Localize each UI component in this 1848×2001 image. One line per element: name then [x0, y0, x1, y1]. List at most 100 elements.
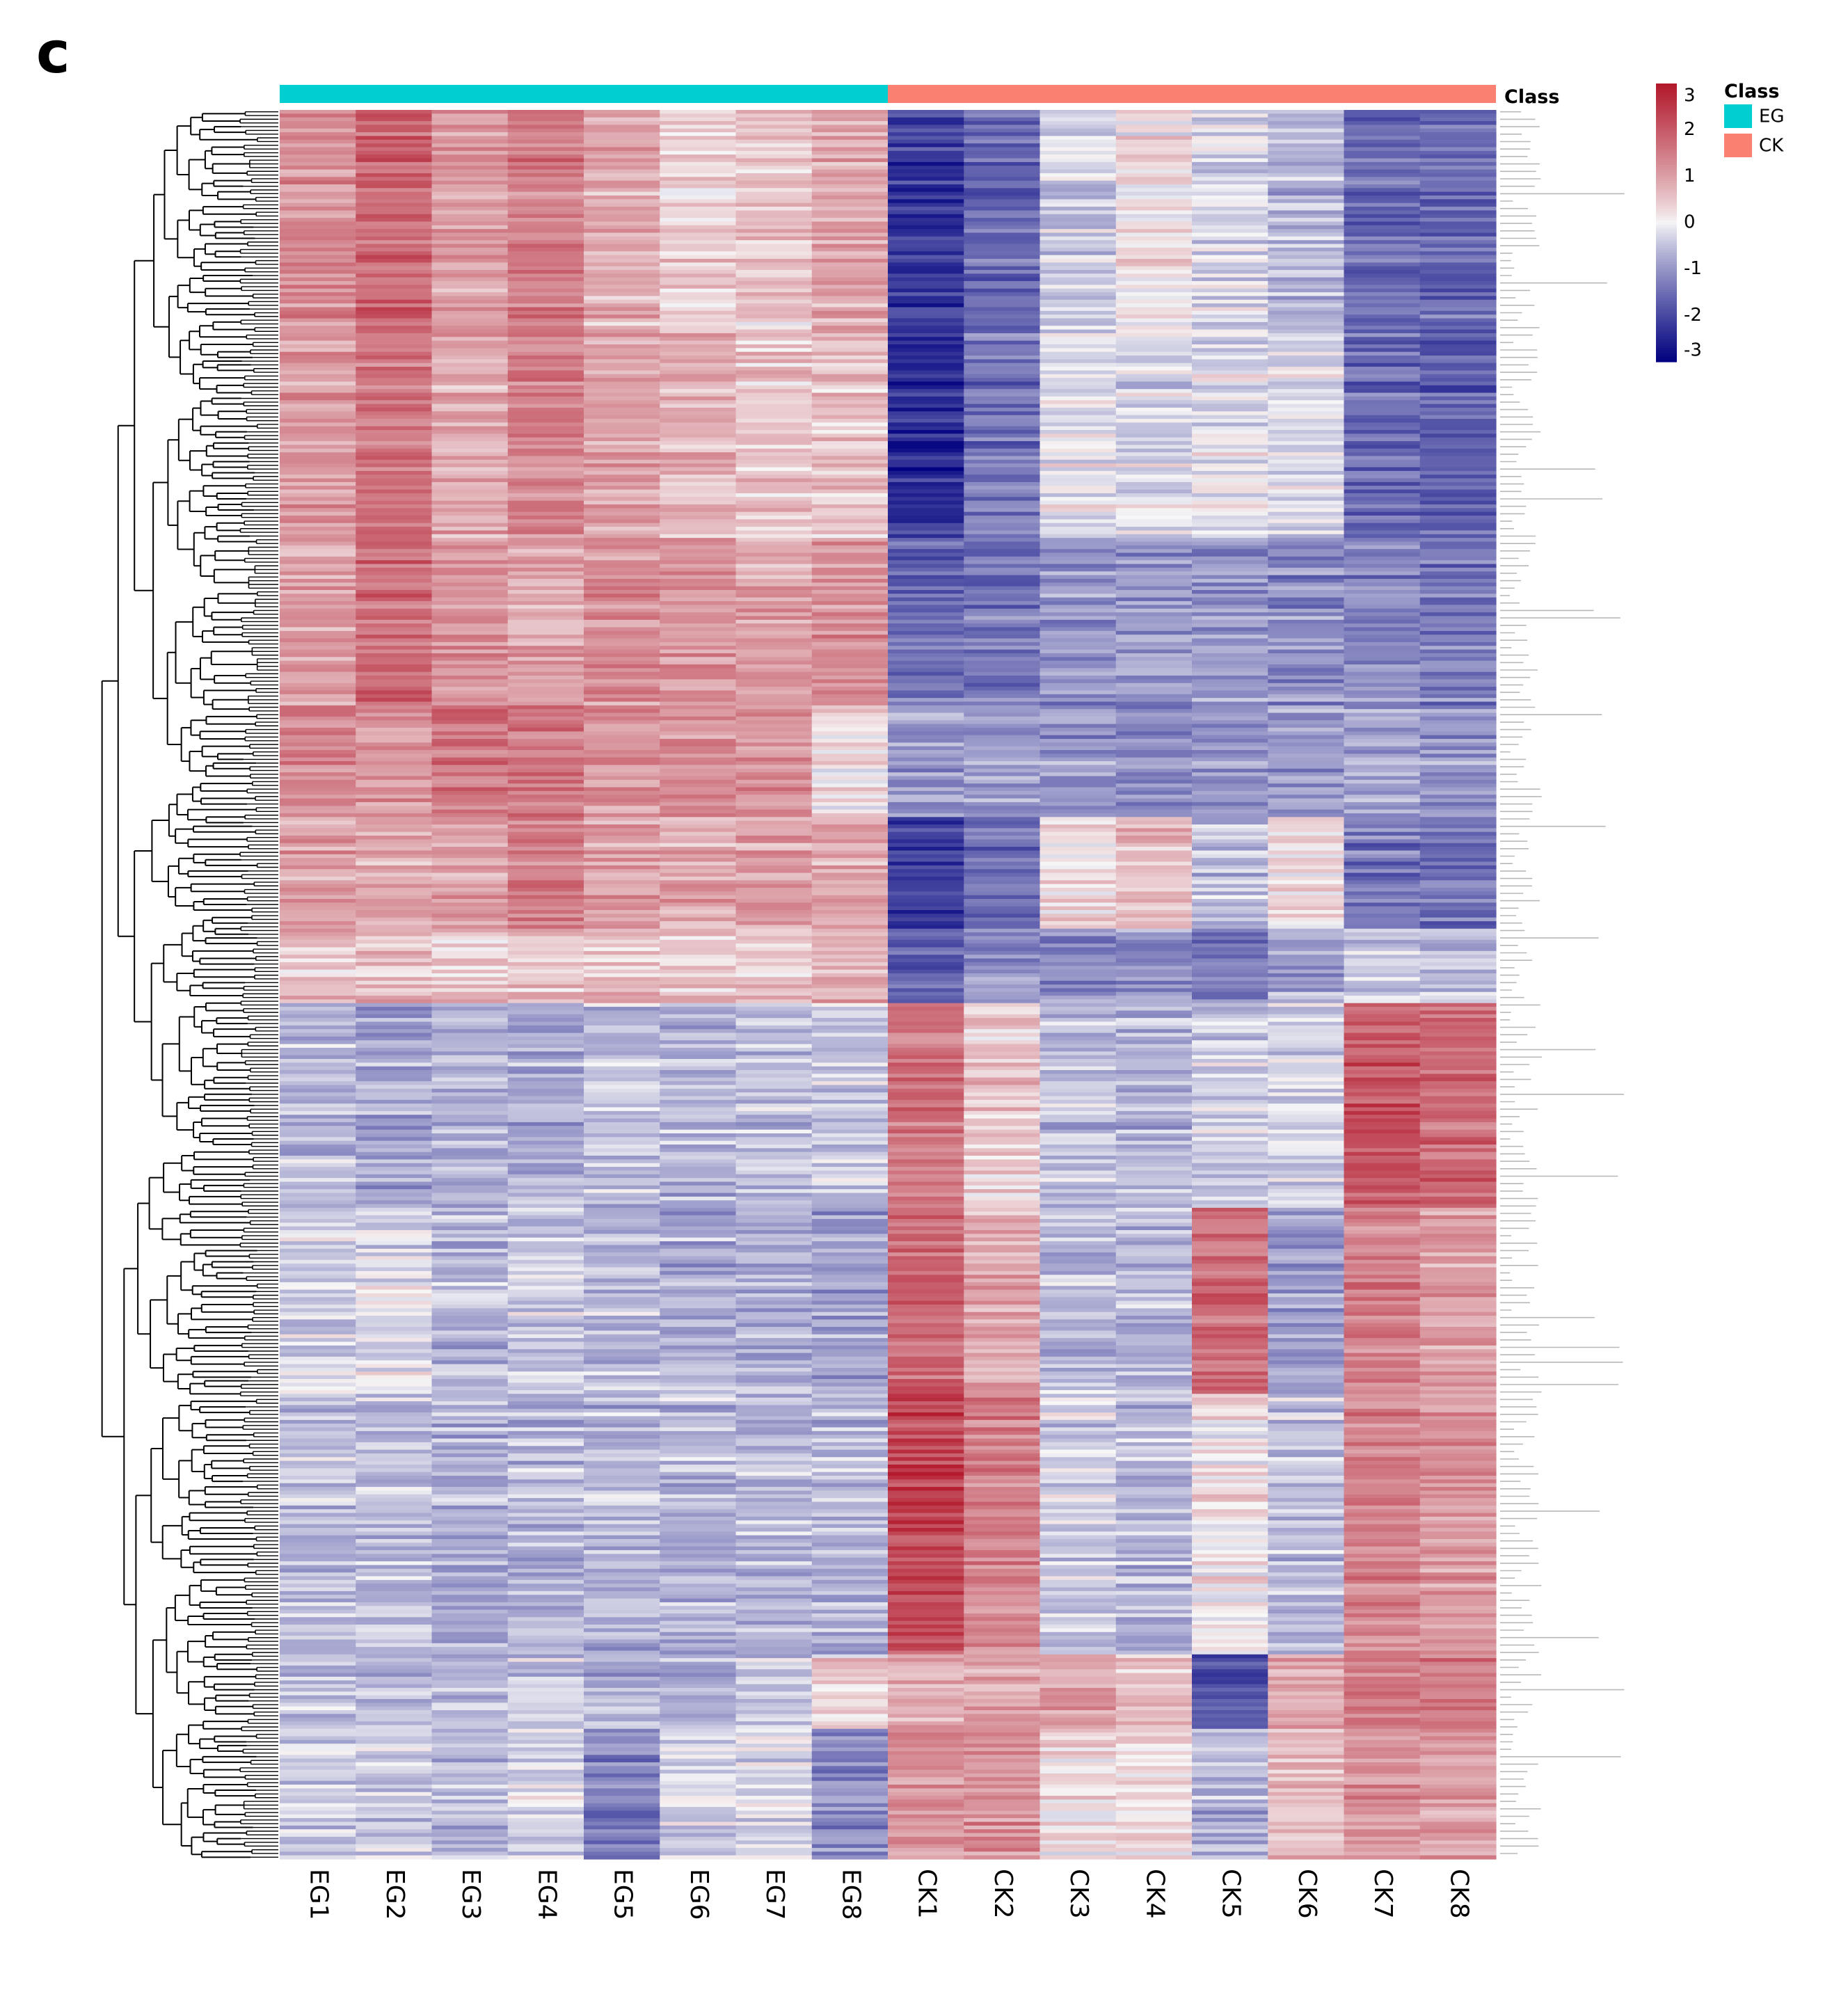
heatmap-cell — [660, 831, 737, 836]
heatmap-cell — [1419, 463, 1497, 468]
heatmap-cell — [735, 288, 813, 293]
heatmap-cell — [1419, 367, 1497, 372]
heatmap-cell — [964, 854, 1041, 859]
heatmap-cell — [431, 136, 509, 141]
heatmap-cell — [964, 202, 1041, 207]
heatmap-cell — [811, 790, 889, 795]
heatmap-cell — [811, 742, 889, 747]
heatmap-cell — [280, 437, 356, 442]
heatmap-cell — [735, 560, 813, 565]
heatmap-cell — [1115, 266, 1193, 271]
heatmap-cell — [280, 910, 356, 914]
heatmap-cell — [735, 556, 813, 561]
heatmap-cell — [1040, 400, 1117, 405]
heatmap-cell — [660, 527, 737, 532]
heatmap-cell — [431, 750, 509, 754]
heatmap-cell — [811, 180, 889, 185]
heatmap-cell — [964, 378, 1041, 383]
heatmap-cell — [507, 571, 584, 576]
heatmap-cell — [431, 229, 509, 234]
heatmap-cell — [735, 694, 813, 699]
heatmap-cell — [1344, 586, 1421, 591]
heatmap-cell — [1419, 281, 1497, 285]
heatmap-cell — [811, 523, 889, 527]
heatmap-cell — [1040, 538, 1117, 543]
heatmap-cell — [1040, 493, 1117, 497]
heatmap-cell — [735, 132, 813, 137]
heatmap-cell — [1192, 884, 1268, 888]
heatmap-cell — [280, 166, 356, 170]
heatmap-cell — [1419, 820, 1497, 825]
heatmap-cell — [356, 861, 433, 866]
heatmap-cell — [888, 500, 964, 505]
heatmap-cell — [1192, 240, 1268, 245]
heatmap-cell — [1040, 225, 1117, 230]
heatmap-cell — [584, 738, 660, 743]
heatmap-cell — [1040, 117, 1117, 122]
heatmap-cell — [1115, 229, 1193, 234]
heatmap-cell — [584, 177, 660, 182]
heatmap-cell — [964, 523, 1041, 527]
heatmap-cell — [1268, 437, 1345, 442]
heatmap-cell — [735, 795, 813, 799]
heatmap-cell — [888, 277, 964, 282]
heatmap-cell — [1268, 497, 1345, 502]
heatmap-cell — [1115, 452, 1193, 457]
heatmap-cell — [507, 664, 584, 669]
heatmap-cell — [1344, 433, 1421, 438]
heatmap-cell — [660, 202, 737, 207]
heatmap-cell — [280, 196, 356, 200]
heatmap-cell — [1115, 653, 1193, 657]
heatmap-cell — [431, 806, 509, 811]
heatmap-cell — [660, 898, 737, 903]
heatmap-cell — [431, 177, 509, 182]
heatmap-cell — [584, 590, 660, 594]
heatmap-cell — [1115, 709, 1193, 714]
heatmap-cell — [1192, 597, 1268, 602]
heatmap-cell — [1419, 288, 1497, 293]
heatmap-cell — [507, 117, 584, 122]
heatmap-cell — [584, 828, 660, 833]
heatmap-cell — [280, 191, 356, 196]
heatmap-cell — [1115, 247, 1193, 252]
heatmap-cell — [584, 125, 660, 129]
heatmap-cell — [1115, 236, 1193, 241]
heatmap-cell — [1268, 779, 1345, 784]
heatmap-cell — [356, 199, 433, 204]
heatmap-cell — [1268, 433, 1345, 438]
heatmap-cell — [507, 638, 584, 643]
heatmap-cell — [1268, 337, 1345, 342]
heatmap-cell — [431, 214, 509, 218]
heatmap-cell — [1344, 370, 1421, 375]
heatmap-cell — [1192, 635, 1268, 639]
heatmap-cell — [584, 270, 660, 274]
heatmap-cell — [964, 787, 1041, 792]
heatmap-cell — [431, 244, 509, 248]
heatmap-cell — [1268, 817, 1345, 822]
heatmap-cell — [1192, 500, 1268, 505]
heatmap-cell — [1344, 694, 1421, 699]
heatmap-cell — [735, 854, 813, 859]
heatmap-cell — [507, 914, 584, 918]
heatmap-cell — [735, 191, 813, 196]
heatmap-cell — [660, 895, 737, 900]
heatmap-cell — [431, 586, 509, 591]
heatmap-cell — [1040, 742, 1117, 747]
heatmap-cell — [1115, 746, 1193, 751]
heatmap-cell — [1268, 296, 1345, 301]
heatmap-cell — [1268, 314, 1345, 319]
heatmap-cell — [1192, 511, 1268, 516]
heatmap-cell — [735, 486, 813, 491]
heatmap-cell — [1344, 564, 1421, 568]
heatmap-cell — [1344, 456, 1421, 461]
heatmap-cell — [356, 660, 433, 665]
heatmap-cell — [1115, 649, 1193, 654]
heatmap-cell — [1419, 597, 1497, 602]
heatmap-cell — [431, 716, 509, 721]
heatmap-cell — [964, 820, 1041, 825]
heatmap-cell — [1268, 765, 1345, 770]
heatmap-cell — [1419, 854, 1497, 859]
heatmap-cell — [356, 858, 433, 863]
heatmap-cell — [660, 236, 737, 241]
heatmap-cell — [888, 240, 964, 245]
